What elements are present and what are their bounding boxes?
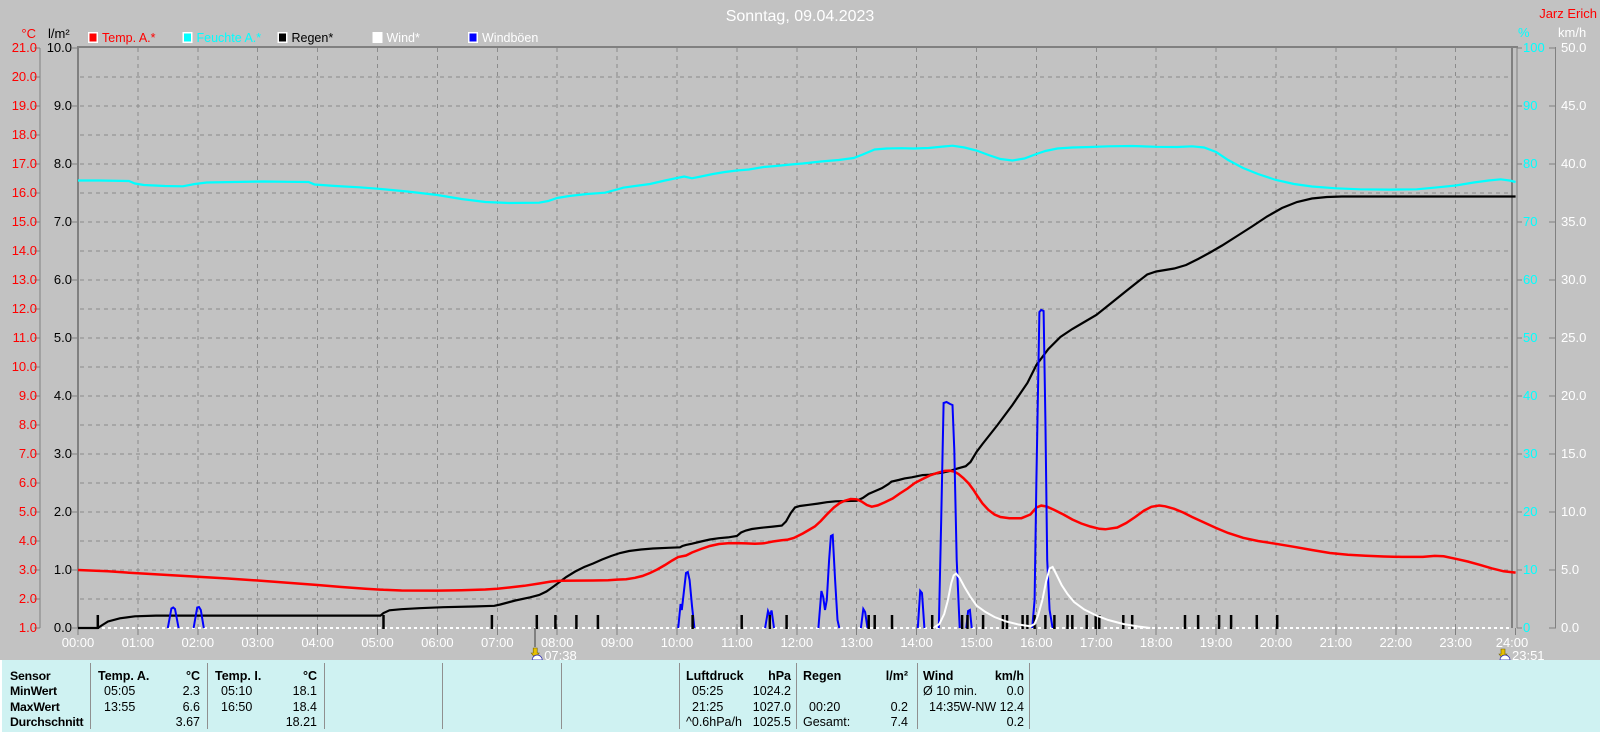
- svg-text:%: %: [1518, 25, 1530, 40]
- svg-text:14.0: 14.0: [12, 243, 37, 258]
- svg-text:50.0: 50.0: [1561, 40, 1586, 55]
- svg-text:45.0: 45.0: [1561, 98, 1586, 113]
- svg-text:25.0: 25.0: [1561, 330, 1586, 345]
- svg-text:8.0: 8.0: [19, 417, 37, 432]
- svg-text:20: 20: [1523, 504, 1537, 519]
- svg-text:20.0: 20.0: [12, 69, 37, 84]
- svg-text:18:00: 18:00: [1140, 635, 1173, 650]
- svg-text:40.0: 40.0: [1561, 156, 1586, 171]
- svg-text:00:00: 00:00: [62, 635, 95, 650]
- svg-text:90: 90: [1523, 98, 1537, 113]
- svg-text:21:00: 21:00: [1320, 635, 1353, 650]
- svg-text:6.0: 6.0: [54, 272, 72, 287]
- svg-text:Regen*: Regen*: [292, 31, 334, 45]
- svg-text:18.0: 18.0: [12, 127, 37, 142]
- svg-text:13.0: 13.0: [12, 272, 37, 287]
- svg-text:1.0: 1.0: [19, 620, 37, 635]
- svg-text:08:00: 08:00: [541, 635, 574, 650]
- svg-text:9.0: 9.0: [54, 98, 72, 113]
- svg-text:9.0: 9.0: [19, 388, 37, 403]
- svg-text:16:00: 16:00: [1020, 635, 1053, 650]
- svg-text:7.0: 7.0: [19, 446, 37, 461]
- svg-text:11:00: 11:00: [721, 635, 753, 650]
- svg-text:3.0: 3.0: [19, 562, 37, 577]
- svg-text:23:51: 23:51: [1512, 648, 1545, 660]
- svg-text:5.0: 5.0: [54, 330, 72, 345]
- svg-text:5.0: 5.0: [1561, 562, 1579, 577]
- svg-text:17.0: 17.0: [12, 156, 37, 171]
- svg-text:15:00: 15:00: [960, 635, 993, 650]
- svg-text:7.0: 7.0: [54, 214, 72, 229]
- svg-text:10:00: 10:00: [661, 635, 694, 650]
- svg-text:Wind*: Wind*: [387, 31, 420, 45]
- svg-text:Sonntag, 09.04.2023: Sonntag, 09.04.2023: [726, 8, 875, 25]
- svg-text:12.0: 12.0: [12, 301, 37, 316]
- svg-text:3.0: 3.0: [54, 446, 72, 461]
- svg-text:15.0: 15.0: [12, 214, 37, 229]
- svg-text:0.0: 0.0: [54, 620, 72, 635]
- svg-text:22:00: 22:00: [1380, 635, 1413, 650]
- svg-text:19.0: 19.0: [12, 98, 37, 113]
- svg-text:4.0: 4.0: [19, 533, 37, 548]
- svg-text:6.0: 6.0: [19, 475, 37, 490]
- svg-text:50: 50: [1523, 330, 1537, 345]
- svg-text:17:00: 17:00: [1080, 635, 1113, 650]
- svg-text:02:00: 02:00: [182, 635, 215, 650]
- svg-text:16.0: 16.0: [12, 185, 37, 200]
- svg-text:10.0: 10.0: [1561, 504, 1586, 519]
- svg-text:2.0: 2.0: [54, 504, 72, 519]
- svg-text:30: 30: [1523, 446, 1537, 461]
- svg-text:12:00: 12:00: [781, 635, 814, 650]
- svg-text:80: 80: [1523, 156, 1537, 171]
- svg-text:09:00: 09:00: [601, 635, 634, 650]
- svg-text:03:00: 03:00: [241, 635, 274, 650]
- svg-text:1.0: 1.0: [54, 562, 72, 577]
- svg-text:60: 60: [1523, 272, 1537, 287]
- svg-text:2.0: 2.0: [19, 591, 37, 606]
- svg-text:19:00: 19:00: [1200, 635, 1233, 650]
- svg-text:01:00: 01:00: [122, 635, 155, 650]
- svg-text:20:00: 20:00: [1260, 635, 1293, 650]
- svg-text:10: 10: [1523, 562, 1537, 577]
- svg-text:10.0: 10.0: [12, 359, 37, 374]
- svg-text:0: 0: [1523, 620, 1530, 635]
- svg-text:24:00: 24:00: [1496, 635, 1529, 650]
- svg-text:11.0: 11.0: [13, 330, 37, 345]
- svg-text:07:00: 07:00: [481, 635, 514, 650]
- svg-text:40: 40: [1523, 388, 1537, 403]
- svg-text:Windböen: Windböen: [482, 31, 538, 45]
- svg-text:4.0: 4.0: [54, 388, 72, 403]
- svg-text:20.0: 20.0: [1561, 388, 1586, 403]
- svg-text:21.0: 21.0: [12, 40, 37, 55]
- svg-text:13:00: 13:00: [840, 635, 873, 650]
- svg-text:0.0: 0.0: [1561, 620, 1579, 635]
- svg-text:100: 100: [1523, 40, 1545, 55]
- svg-text:70: 70: [1523, 214, 1537, 229]
- svg-text:Jarz Erich: Jarz Erich: [1539, 6, 1597, 21]
- svg-text:07:38: 07:38: [544, 648, 577, 660]
- svg-text:Feuchte A.*: Feuchte A.*: [197, 31, 262, 45]
- svg-text:°C: °C: [21, 26, 36, 41]
- svg-text:23:00: 23:00: [1439, 635, 1472, 650]
- svg-text:04:00: 04:00: [301, 635, 334, 650]
- svg-text:14:00: 14:00: [900, 635, 933, 650]
- svg-text:15.0: 15.0: [1561, 446, 1586, 461]
- svg-text:5.0: 5.0: [19, 504, 37, 519]
- svg-text:8.0: 8.0: [54, 156, 72, 171]
- svg-text:30.0: 30.0: [1561, 272, 1586, 287]
- svg-text:10.0: 10.0: [47, 40, 72, 55]
- svg-text:l/m²: l/m²: [48, 26, 70, 41]
- svg-text:06:00: 06:00: [421, 635, 454, 650]
- svg-text:35.0: 35.0: [1561, 214, 1586, 229]
- svg-text:05:00: 05:00: [361, 635, 394, 650]
- svg-text:Temp. A.*: Temp. A.*: [102, 31, 156, 45]
- svg-text:km/h: km/h: [1558, 25, 1586, 40]
